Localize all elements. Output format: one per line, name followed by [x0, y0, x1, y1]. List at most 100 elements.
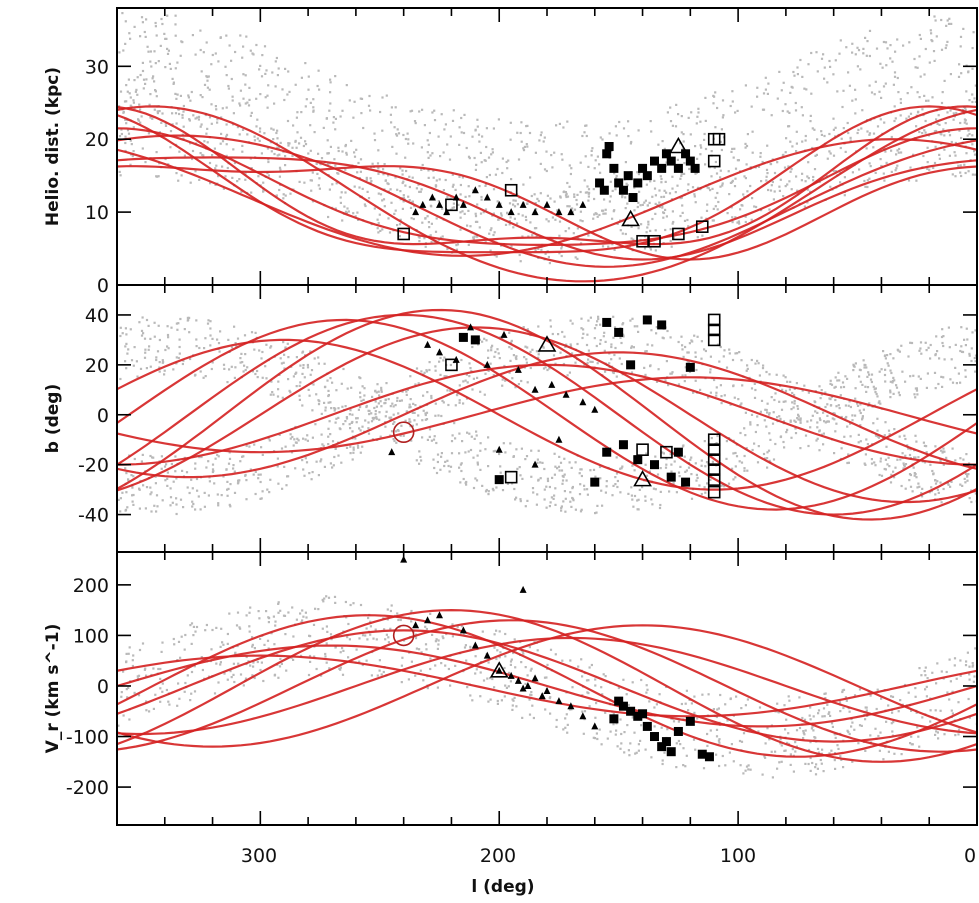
panel-frame — [116, 284, 978, 553]
data-point-filled-square — [642, 171, 652, 181]
data-point-small-filled-triangle — [483, 193, 491, 201]
data-point-open-circle — [392, 624, 415, 647]
data-point-filled-square — [673, 726, 683, 736]
data-point-open-square — [504, 183, 518, 197]
orbit-curve — [117, 105, 977, 246]
data-point-filled-square — [685, 156, 695, 166]
x-tick-label-300: 300 — [241, 845, 277, 867]
data-point-small-filled-triangle — [471, 641, 479, 649]
data-point-filled-square — [626, 706, 636, 716]
data-point-filled-square — [666, 472, 676, 482]
data-point-filled-square — [657, 742, 667, 752]
data-point-small-filled-triangle — [483, 651, 491, 659]
data-point-filled-square — [704, 752, 714, 762]
data-point-small-filled-triangle — [579, 200, 587, 208]
data-point-small-filled-triangle — [428, 193, 436, 201]
data-point-filled-square — [661, 149, 671, 159]
y-axis-title: b (deg) — [43, 384, 63, 454]
data-point-open-square — [504, 470, 518, 484]
data-point-small-filled-triangle — [412, 621, 420, 629]
data-point-open-square — [707, 313, 721, 327]
data-point-filled-square — [626, 360, 636, 370]
orbit-curve — [117, 619, 977, 753]
orbit-curve — [117, 326, 977, 504]
panel-bottom: -200 -100 0 100 200 V_r (km s^-1) — [43, 551, 978, 826]
data-point-small-filled-triangle — [519, 200, 527, 208]
data-point-filled-square — [697, 749, 707, 759]
data-point-filled-square — [614, 696, 624, 706]
orbit-curve — [117, 127, 977, 246]
orbit-curve — [117, 138, 977, 257]
data-point-small-filled-triangle — [543, 200, 551, 208]
x-tick-label-0: 0 — [964, 845, 976, 867]
data-point-small-filled-triangle — [471, 186, 479, 194]
data-point-filled-square — [642, 315, 652, 325]
data-point-filled-square — [604, 142, 614, 151]
data-point-small-filled-triangle — [524, 681, 532, 689]
data-point-small-filled-triangle — [567, 208, 575, 216]
data-point-filled-square — [633, 711, 643, 721]
orbit-curve — [117, 624, 977, 748]
y-tick-label: 0 — [97, 405, 109, 427]
data-point-filled-square — [595, 178, 605, 188]
data-point-small-filled-triangle — [424, 340, 432, 348]
data-point-small-filled-triangle — [500, 330, 508, 338]
orbit-curve — [117, 313, 977, 516]
data-point-filled-square — [633, 455, 643, 465]
data-point-small-filled-triangle — [531, 385, 539, 393]
panel-frame — [116, 7, 978, 286]
orbit-curve — [117, 308, 977, 521]
data-point-filled-square — [673, 163, 683, 173]
data-point-open-triangle — [537, 335, 557, 352]
data-point-small-filled-triangle — [412, 208, 420, 216]
orbit-curve — [117, 376, 977, 454]
y-tick-label: 0 — [97, 676, 109, 698]
data-point-filled-square — [638, 709, 648, 719]
data-point-filled-square — [602, 149, 612, 159]
data-point-open-square — [712, 132, 726, 146]
data-point-open-triangle — [633, 470, 652, 487]
data-point-open-square — [636, 443, 649, 456]
data-point-small-filled-triangle — [443, 208, 451, 216]
data-point-small-filled-triangle — [483, 360, 491, 368]
data-point-small-filled-triangle — [436, 348, 443, 356]
orbit-curve — [117, 165, 977, 261]
data-point-small-filled-triangle — [467, 323, 475, 331]
data-point-filled-square — [494, 475, 504, 485]
y-tick-label: -40 — [78, 505, 109, 527]
data-point-open-square — [672, 227, 685, 241]
y-axis-title: V_r (km s^-1) — [43, 624, 63, 754]
data-point-open-square — [707, 463, 721, 476]
y-tick-label: 0 — [97, 275, 109, 297]
data-point-open-square — [707, 485, 721, 499]
data-point-filled-square — [642, 721, 652, 731]
data-point-small-filled-triangle — [495, 445, 503, 453]
y-tick-label: -20 — [78, 455, 109, 477]
data-point-filled-square — [638, 163, 648, 173]
y-tick-label: -200 — [66, 777, 109, 799]
data-point-open-square — [707, 453, 721, 466]
orbit-models — [117, 608, 977, 763]
orbit-curve — [117, 363, 977, 466]
data-point-filled-square — [599, 185, 609, 195]
y-tick-label: 100 — [73, 625, 109, 647]
data-point-small-filled-triangle — [507, 208, 515, 216]
simulation-particles — [118, 12, 977, 265]
data-point-small-filled-triangle — [579, 398, 587, 406]
data-point-filled-square — [661, 737, 671, 747]
y-tick-label: 20 — [85, 129, 109, 151]
data-point-small-filled-triangle — [388, 448, 396, 456]
data-point-filled-square — [666, 747, 676, 757]
orbit-models — [117, 105, 977, 283]
data-point-open-square — [648, 234, 661, 248]
data-point-open-square — [445, 198, 458, 212]
data-point-small-filled-triangle — [562, 390, 570, 398]
y-tick-label: 200 — [73, 575, 109, 597]
data-point-filled-square — [609, 714, 619, 724]
data-point-filled-square — [685, 362, 695, 372]
data-point-small-filled-triangle — [424, 616, 432, 624]
data-point-open-triangle — [489, 661, 509, 678]
y-tick-label: -100 — [66, 727, 109, 749]
data-point-filled-square — [690, 163, 700, 173]
data-point-small-filled-triangle — [507, 671, 515, 679]
